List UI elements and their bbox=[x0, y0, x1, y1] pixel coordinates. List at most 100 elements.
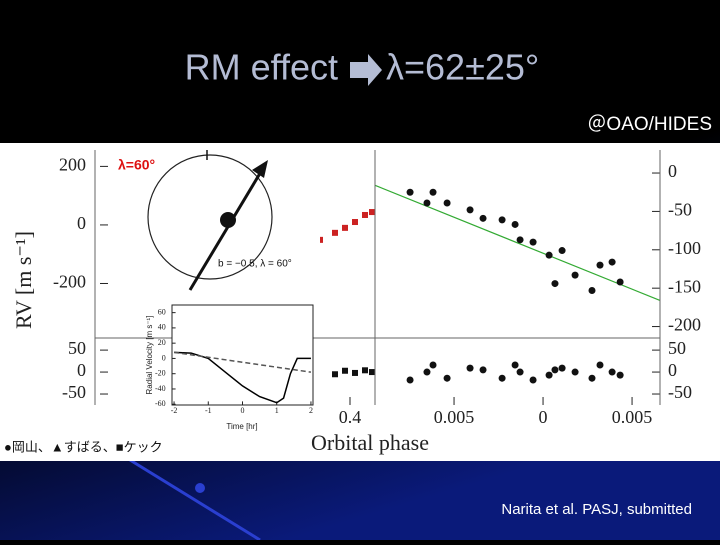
model-line bbox=[374, 184, 661, 302]
y-tick-label: -50 bbox=[62, 382, 86, 402]
decor-dot bbox=[195, 483, 205, 493]
figure-bg-right bbox=[662, 143, 720, 461]
credit: Narita et al. PASJ, submitted bbox=[501, 501, 692, 518]
x-tick-label: -1 bbox=[205, 406, 212, 415]
star-disk bbox=[147, 154, 273, 280]
sky-bg bbox=[110, 150, 320, 295]
y-tick-label: -150 bbox=[668, 276, 701, 296]
decor-line bbox=[129, 458, 261, 542]
y-tick-label: 0 bbox=[668, 161, 677, 181]
data-point bbox=[423, 368, 431, 376]
x-tick-label: 1 bbox=[275, 406, 279, 415]
legend: ●岡山、▲すばる、■ケック bbox=[4, 439, 163, 454]
data-point bbox=[498, 374, 506, 382]
data-point bbox=[342, 367, 348, 374]
data-point bbox=[352, 219, 358, 226]
x-tick-label: 0.4 bbox=[339, 407, 362, 427]
data-point bbox=[571, 368, 579, 376]
data-point bbox=[423, 199, 431, 207]
data-point bbox=[498, 216, 506, 224]
data-point bbox=[332, 229, 338, 236]
data-point bbox=[511, 220, 519, 228]
data-point bbox=[342, 224, 348, 231]
y-tick-label: 200 bbox=[59, 155, 86, 175]
site: ＠OAO/HIDES bbox=[587, 113, 712, 135]
data-point bbox=[516, 236, 524, 244]
data-point bbox=[571, 271, 579, 279]
x-tick-label: 0.005 bbox=[434, 407, 475, 427]
y-tick-label: 0 bbox=[668, 360, 677, 380]
data-point bbox=[406, 188, 414, 196]
planet bbox=[220, 212, 236, 228]
data-point bbox=[332, 371, 338, 378]
x-tick-label: 0 bbox=[241, 406, 245, 415]
sky-inset: λ=60° b = −0.5, λ = 60° bbox=[110, 150, 320, 295]
orbit-arrow bbox=[188, 169, 264, 291]
data-point bbox=[511, 361, 519, 369]
inset-y-label: Radial Velocity [m s⁻¹] bbox=[145, 316, 154, 395]
y-tick-label: 50 bbox=[668, 338, 686, 358]
data-point bbox=[406, 376, 414, 384]
data-point bbox=[545, 371, 553, 379]
data-point bbox=[551, 366, 559, 374]
y-tick-label: 50 bbox=[68, 338, 86, 358]
data-point bbox=[608, 368, 616, 376]
inset-frame bbox=[171, 304, 314, 406]
data-point bbox=[362, 367, 368, 374]
figure-bg bbox=[0, 143, 662, 461]
data-point bbox=[529, 376, 537, 384]
title-arrow bbox=[350, 54, 382, 86]
data-point bbox=[429, 188, 437, 196]
y-tick-label: 20 bbox=[158, 338, 166, 347]
lambda-label: λ=60° bbox=[118, 157, 155, 173]
data-point bbox=[479, 366, 487, 374]
y-tick-label: -50 bbox=[668, 200, 692, 220]
data-point bbox=[588, 286, 596, 294]
data-point bbox=[516, 368, 524, 376]
data-point bbox=[466, 364, 474, 372]
y-tick-label: -200 bbox=[668, 315, 701, 335]
x-tick-label: -2 bbox=[171, 406, 178, 415]
x-tick-label: 0.005 bbox=[612, 407, 653, 427]
data-point bbox=[529, 238, 537, 246]
data-point bbox=[443, 374, 451, 382]
inset-x-label: Time [hr] bbox=[226, 422, 257, 431]
model-line bbox=[173, 351, 312, 373]
y-tick-label: -200 bbox=[53, 272, 86, 292]
y-tick-label: 0 bbox=[77, 213, 86, 233]
x-tick-label: 2 bbox=[309, 406, 313, 415]
data-point bbox=[352, 369, 358, 376]
y-tick-label: 40 bbox=[158, 323, 166, 332]
y-tick-label: -100 bbox=[668, 238, 701, 258]
title-lambda: λ=62±25° bbox=[386, 47, 539, 88]
y-tick-label: 0 bbox=[77, 360, 86, 380]
data-point bbox=[429, 361, 437, 369]
data-point bbox=[558, 247, 566, 255]
data-point bbox=[545, 251, 553, 259]
x-axis-label: Orbital phase bbox=[311, 430, 429, 455]
data-point bbox=[551, 280, 559, 288]
data-point bbox=[608, 258, 616, 266]
data-point bbox=[596, 261, 604, 269]
inset-plot: 60 40 20 0 -20 -40 -60 -2 -1 0 1 2 Radial Velocity [… bbox=[145, 304, 314, 431]
title: RM effect bbox=[185, 47, 338, 88]
data-point bbox=[588, 374, 596, 382]
data-point bbox=[362, 211, 368, 218]
y-tick-label: 60 bbox=[158, 307, 166, 316]
data-point bbox=[558, 364, 566, 372]
data-point bbox=[596, 361, 604, 369]
data-point bbox=[369, 369, 375, 376]
x-tick-label: 0 bbox=[539, 407, 548, 427]
arrow-head bbox=[252, 160, 268, 178]
sky-caption: b = −0.5, λ = 60° bbox=[218, 259, 292, 270]
data-point bbox=[466, 206, 474, 214]
y-tick-label: -60 bbox=[155, 399, 166, 408]
data-point bbox=[443, 199, 451, 207]
y-tick-label: -20 bbox=[155, 369, 166, 378]
data-point bbox=[616, 371, 624, 379]
data-point bbox=[369, 209, 375, 216]
y-tick-label: -40 bbox=[155, 384, 166, 393]
y-tick-label: -50 bbox=[668, 382, 692, 402]
data-point bbox=[616, 278, 624, 286]
